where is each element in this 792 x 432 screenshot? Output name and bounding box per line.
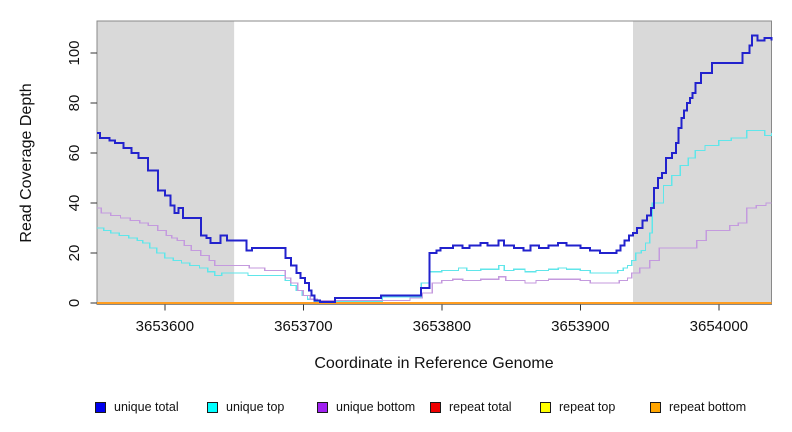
legend-swatch-unique-bottom — [317, 401, 328, 413]
legend-label: unique top — [226, 400, 285, 414]
legend-item-repeat-top: repeat top — [540, 399, 615, 415]
legend-label: repeat total — [449, 400, 512, 414]
y-axis-title: Read Coverage Depth — [18, 83, 35, 243]
legend-swatch-unique-top — [207, 401, 218, 413]
legend-label: repeat bottom — [669, 400, 747, 414]
repeat-region-band-1 — [632, 21, 772, 305]
legend-label: unique bottom — [336, 400, 416, 414]
y-tick-label: 80 — [66, 95, 83, 112]
legend-swatch-repeat-bottom — [650, 401, 661, 413]
x-tick-label: 3653600 — [136, 318, 194, 335]
y-tick-label: 60 — [66, 145, 83, 162]
x-axis-title: Coordinate in Reference Genome — [314, 355, 554, 372]
legend-label: unique total — [114, 400, 179, 414]
y-tick-label: 100 — [66, 40, 83, 65]
x-tick-label: 3654000 — [690, 318, 748, 335]
series-line-unique-total — [97, 34, 773, 303]
legend: unique total unique top unique bottom re… — [0, 399, 792, 417]
legend-swatch-repeat-top — [540, 401, 551, 413]
legend-item-repeat-total: repeat total — [430, 399, 512, 415]
x-tick-label: 3653700 — [274, 318, 332, 335]
legend-swatch-repeat-total — [430, 401, 441, 413]
legend-item-repeat-bottom: repeat bottom — [650, 399, 746, 415]
legend-swatch-unique-total — [95, 401, 106, 413]
legend-item-unique-top: unique top — [207, 399, 284, 415]
plot-box — [96, 20, 772, 305]
legend-item-unique-total: unique total — [95, 399, 179, 415]
x-tick-label: 3653900 — [551, 318, 609, 335]
series-line-unique-top — [97, 129, 773, 303]
legend-label: repeat top — [559, 400, 616, 414]
y-tick-label: 0 — [66, 299, 83, 307]
y-tick-label: 20 — [66, 245, 83, 262]
y-tick-label: 40 — [66, 195, 83, 212]
x-tick-label: 3653800 — [413, 318, 471, 335]
legend-item-unique-bottom: unique bottom — [317, 399, 415, 415]
series-line-unique-bottom — [97, 202, 772, 302]
repeat-region-band-0 — [97, 21, 235, 305]
